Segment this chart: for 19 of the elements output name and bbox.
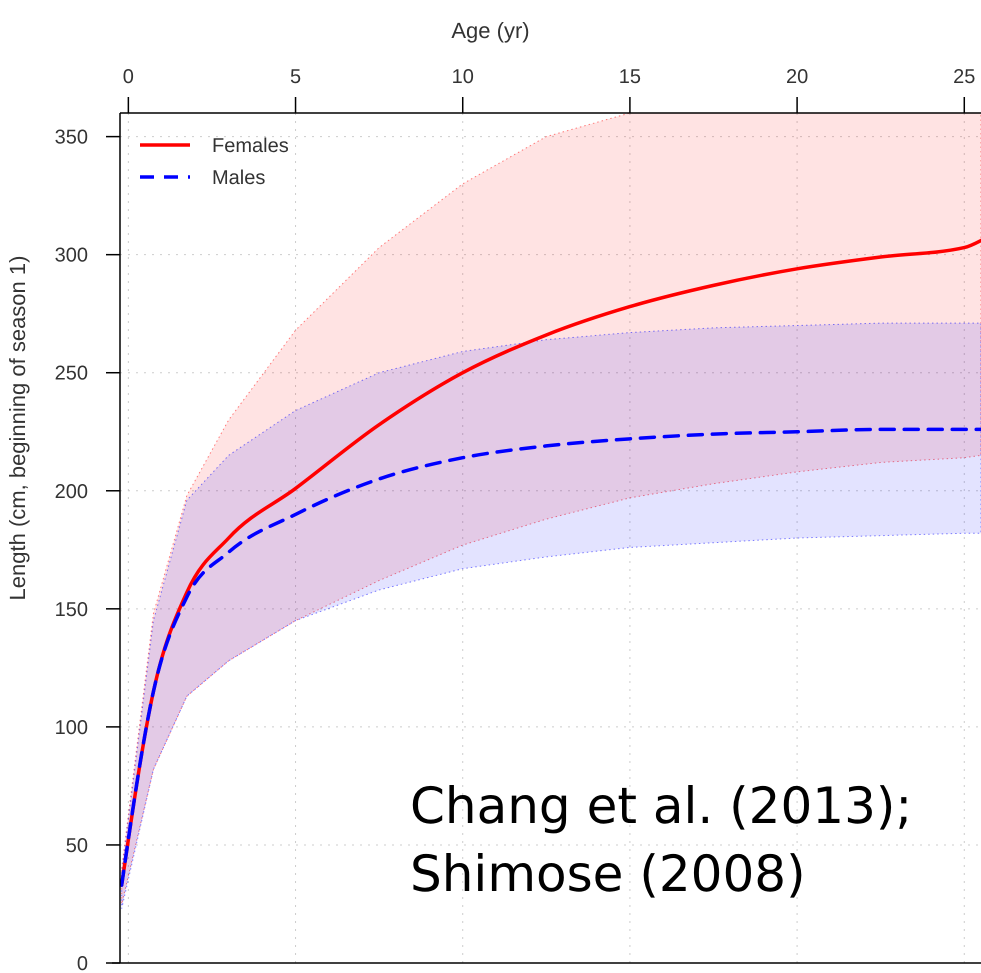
legend-label: Females	[212, 135, 289, 157]
y-tick-label: 350	[54, 126, 88, 149]
legend-label: Males	[212, 167, 266, 189]
y-tick-label: 300	[54, 244, 88, 267]
x-axis-title: Age (yr)	[451, 18, 530, 43]
annotation: Chang et al. (2013); Shimose (2008)	[410, 777, 912, 903]
y-tick-label: 200	[54, 480, 88, 503]
x-tick-label: 0	[122, 66, 134, 88]
x-tick-label: 15	[618, 66, 642, 88]
y-tick-label: 50	[66, 834, 88, 857]
x-tick-label: 20	[786, 66, 808, 88]
y-tick-label: 100	[54, 716, 88, 739]
x-tick-label: 5	[290, 66, 302, 88]
y-axis-title: Length (cm, beginning of season 1)	[5, 256, 30, 600]
x-tick-label: 10	[452, 66, 474, 88]
x-tick-label: 25	[953, 66, 976, 88]
y-tick-label: 250	[54, 362, 88, 385]
y-tick-label: 0	[76, 953, 88, 973]
y-tick-label: 150	[54, 598, 88, 621]
